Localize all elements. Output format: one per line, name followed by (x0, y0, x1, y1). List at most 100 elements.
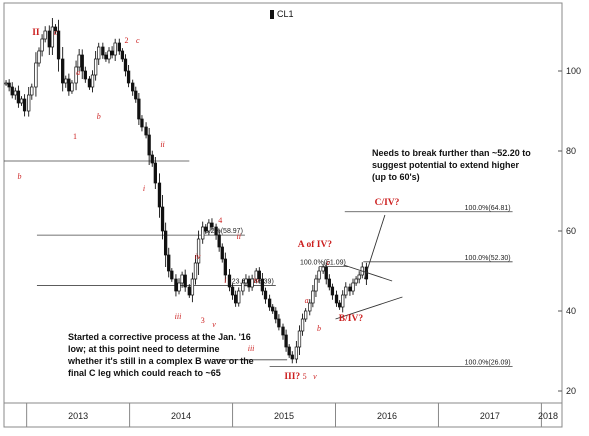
candle-body (37, 50, 41, 64)
candle-body (87, 78, 92, 88)
candle-body (233, 294, 238, 304)
wave-label: c (136, 36, 140, 45)
candle-body (43, 30, 47, 40)
candle-body (204, 226, 208, 232)
candle-body (113, 42, 117, 56)
candle-body (193, 262, 198, 280)
y-tick-label: 40 (566, 306, 576, 316)
x-tick-label: 2013 (68, 411, 88, 421)
wave-label: v (212, 320, 216, 329)
legend-swatch (270, 10, 274, 20)
candle-body (117, 42, 121, 52)
wave-label: iii (248, 344, 255, 353)
candle-body (150, 154, 154, 164)
wave-label: iii (175, 312, 182, 321)
level-label: 38.2%(58.97) (201, 228, 243, 235)
x-tick-label: 2016 (377, 411, 397, 421)
candle-body (80, 54, 84, 72)
legend-label: CL1 (277, 9, 294, 19)
candle-body (327, 278, 331, 288)
lower-note: Started a corrective process at the Jan.… (68, 332, 254, 378)
candle-body (7, 82, 11, 88)
candle-body (83, 70, 87, 80)
candle-body (4, 82, 8, 85)
candle-body (357, 274, 361, 280)
candle-body (337, 302, 342, 308)
candle-body (330, 286, 335, 296)
candle-body (254, 270, 258, 280)
candle-body (70, 82, 74, 92)
candle-body (321, 266, 325, 272)
candle-body (27, 94, 31, 112)
candle-body (34, 62, 38, 88)
candle-body (187, 286, 191, 296)
candle-body (317, 270, 321, 280)
candle-body (56, 30, 61, 60)
wave-label: a (76, 68, 80, 77)
candle-body (90, 74, 95, 88)
candle-body (214, 226, 218, 236)
candle-body (354, 278, 358, 284)
candle-body (303, 310, 308, 320)
candle-body (74, 66, 78, 84)
candle-body (163, 230, 168, 256)
candle-body (107, 50, 111, 60)
y-tick-label: 60 (566, 226, 576, 236)
candle-body (334, 294, 339, 304)
candle-body (351, 282, 355, 292)
wave-label: III? (284, 372, 300, 382)
y-tick-label: 20 (566, 386, 576, 396)
candle-body (13, 90, 17, 96)
candle-body (177, 282, 181, 292)
wave-label: i (143, 184, 145, 193)
candle-body (16, 90, 21, 104)
candle-body (157, 182, 162, 208)
candle-body (227, 274, 232, 288)
wave-label: B/IV? (339, 314, 364, 324)
wave-label: ii (160, 140, 164, 149)
y-tick-label: 100 (566, 66, 581, 76)
candle-body (277, 318, 281, 328)
candle-body (237, 290, 241, 304)
candle-body (257, 270, 261, 280)
candle-body (147, 134, 151, 156)
candle-body (260, 278, 265, 292)
candle-body (297, 330, 302, 348)
candle-body (241, 282, 245, 292)
candle-body (290, 354, 294, 360)
candle-body (153, 162, 157, 184)
candle-body (294, 346, 299, 360)
wave-label: i (224, 276, 226, 285)
candle-body (348, 286, 352, 292)
candle-body (101, 46, 105, 56)
wave-label: 5 (303, 372, 307, 381)
candle-body (217, 234, 221, 248)
candle-body (104, 54, 108, 60)
trend-line (335, 296, 403, 320)
candle-body (190, 278, 195, 296)
upper-note: Needs to break further than ~52.20 to su… (372, 148, 531, 182)
candle-body (201, 226, 205, 240)
wave-label: 1 (73, 132, 77, 141)
candle-body (247, 278, 251, 288)
candle-body (160, 206, 165, 232)
wave-label: ii (237, 232, 241, 241)
candle-body (47, 30, 51, 48)
candle-body (180, 274, 184, 284)
candle-body (300, 318, 305, 332)
candle-body (10, 86, 14, 96)
candle-body (170, 270, 174, 280)
candle-body (67, 78, 71, 92)
candle-body (53, 26, 58, 32)
candle-body (287, 346, 291, 356)
candle-body (64, 78, 68, 84)
candle-body (281, 326, 285, 336)
wave-label: iv (195, 252, 201, 261)
candle-body (308, 302, 312, 312)
candle-body (97, 46, 101, 60)
candle-body (196, 238, 201, 264)
candle-body (93, 58, 98, 76)
candle-body (341, 294, 345, 308)
